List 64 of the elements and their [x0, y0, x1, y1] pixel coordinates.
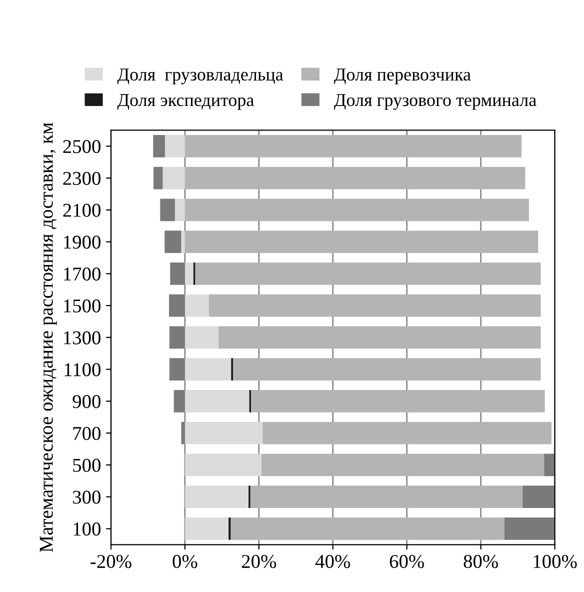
bar — [250, 486, 523, 508]
legend-label: Доля грузовладельца — [117, 68, 284, 84]
bar — [184, 422, 263, 444]
y-axis-title: Математическое ожидание расстояния доставки, км — [40, 122, 57, 552]
y-tick-label: 1500 — [64, 299, 100, 312]
bar — [181, 422, 185, 444]
bar — [170, 262, 185, 285]
y-tick-label: 2100 — [63, 204, 100, 217]
bar — [184, 358, 232, 380]
bar — [544, 454, 555, 476]
bar — [174, 198, 185, 222]
x-tick-label: 100% — [534, 554, 577, 568]
y-tick-label: 1300 — [64, 331, 100, 344]
bar — [153, 166, 163, 190]
y-tick-label: 1100 — [64, 363, 100, 376]
bar — [169, 358, 185, 380]
bar — [184, 294, 209, 317]
bar — [164, 135, 185, 158]
bar — [184, 518, 229, 540]
bar — [184, 262, 194, 285]
bar — [162, 166, 185, 190]
bar — [230, 518, 504, 540]
y-tick-label: 1900 — [64, 236, 100, 249]
bar — [153, 135, 165, 158]
bar — [160, 198, 175, 222]
y-tick-label: 300 — [73, 490, 100, 504]
bar — [218, 326, 541, 349]
bar — [522, 486, 555, 508]
bar — [184, 486, 249, 508]
x-tick-label: 20% — [242, 554, 276, 568]
bar — [184, 326, 219, 349]
bar — [208, 294, 541, 317]
bar — [169, 294, 185, 317]
legend-label: Доля экспедитора — [117, 94, 254, 110]
bar — [233, 358, 541, 380]
bar — [184, 135, 522, 158]
y-tick-label: 100 — [74, 522, 100, 536]
bar — [181, 230, 185, 253]
bar — [195, 262, 541, 285]
bar — [184, 230, 538, 253]
x-tick-label: 0% — [172, 554, 198, 568]
bar — [169, 326, 185, 349]
y-tick-label: 500 — [73, 458, 100, 472]
x-tick-label: 40% — [315, 554, 350, 568]
bar — [184, 198, 529, 222]
x-tick-label: -20% — [90, 554, 132, 568]
bar — [262, 422, 552, 444]
legend-label: Доля грузового терминала — [334, 94, 536, 110]
x-tick-label: 60% — [390, 554, 424, 568]
x-tick-label: 80% — [464, 554, 498, 568]
bar — [251, 390, 545, 412]
bar — [504, 518, 555, 540]
y-tick-label: 1700 — [64, 268, 100, 281]
bar — [184, 166, 526, 190]
legend-label: Доля перевозчика — [334, 68, 471, 84]
y-tick-label: 2500 — [63, 140, 100, 154]
bar — [184, 390, 250, 412]
bar — [184, 454, 262, 476]
y-tick-label: 900 — [72, 395, 100, 408]
bar — [164, 230, 182, 253]
bar — [261, 454, 544, 476]
y-tick-label: 2300 — [63, 172, 100, 185]
y-tick-label: 700 — [73, 426, 100, 440]
bar — [174, 390, 185, 412]
